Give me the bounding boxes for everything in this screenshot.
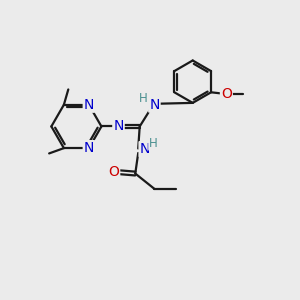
Text: N: N (113, 119, 124, 134)
Text: O: O (108, 165, 119, 179)
Text: N: N (149, 98, 160, 112)
Text: N: N (140, 142, 150, 156)
Text: N: N (84, 98, 94, 112)
Text: H: H (149, 137, 158, 150)
Text: N: N (84, 141, 94, 155)
Text: H: H (139, 92, 148, 105)
Text: O: O (221, 87, 232, 101)
